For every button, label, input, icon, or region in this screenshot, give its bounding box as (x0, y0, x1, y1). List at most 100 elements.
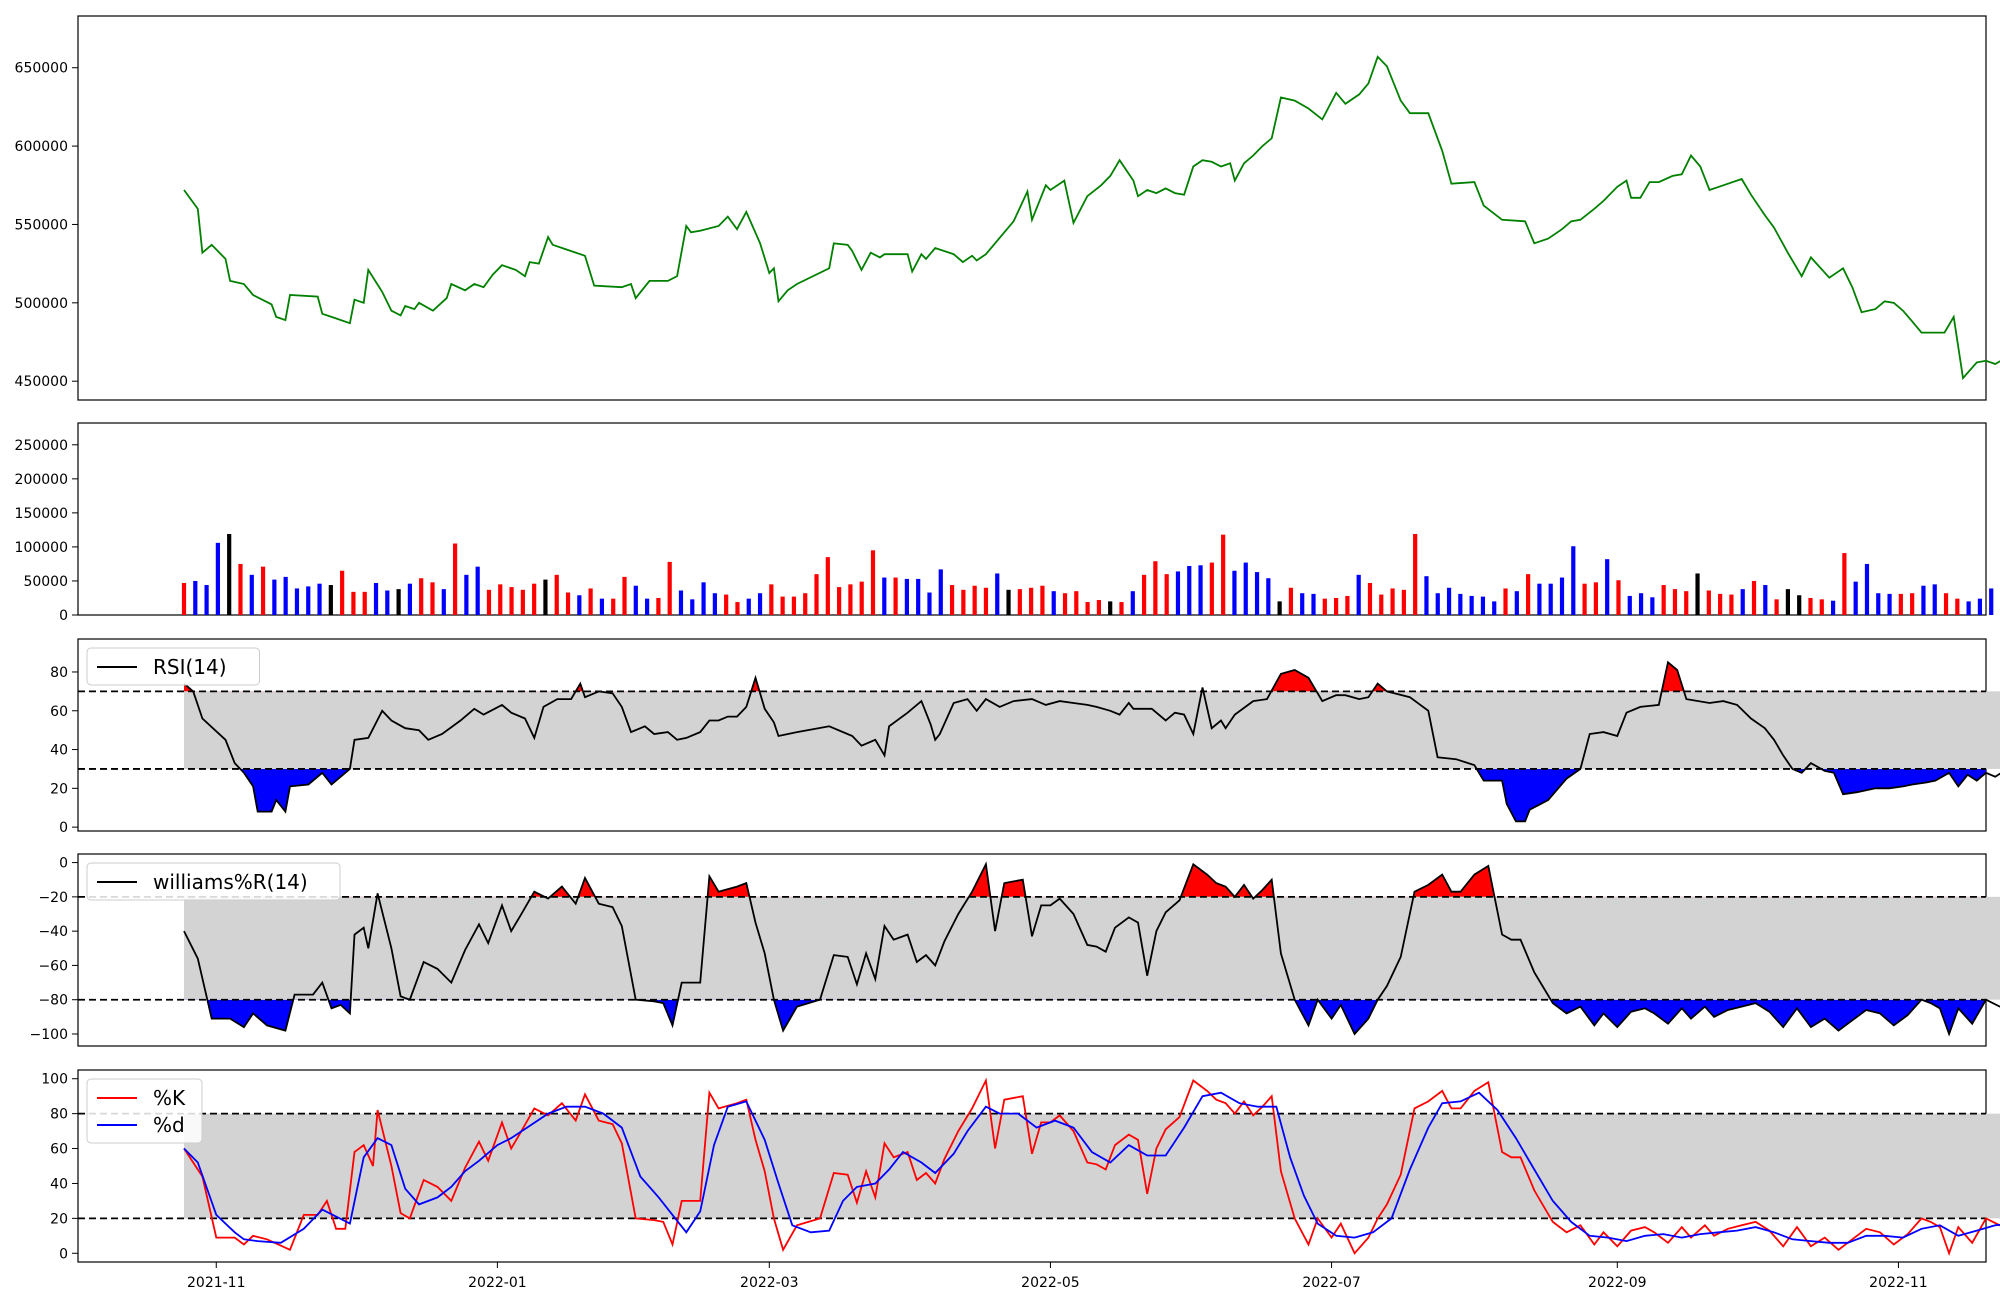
volume-bar (1605, 559, 1610, 615)
volume-bar (949, 585, 955, 615)
price-ytick-label: 550000 (15, 217, 68, 233)
volume-bar (780, 596, 785, 615)
volume-ytick-label: 50000 (23, 574, 68, 590)
volume-ytick-label: 250000 (15, 438, 68, 454)
volume-bar (1096, 600, 1102, 615)
stoch-ytick-label: 40 (50, 1176, 68, 1192)
volume-bar (351, 591, 356, 615)
volume-bar (724, 594, 729, 615)
price-ytick-label: 600000 (15, 139, 68, 155)
volume-bar (656, 597, 661, 615)
volume-bar (1356, 574, 1361, 615)
volume-bar (882, 577, 887, 615)
volume-bar (1819, 599, 1824, 615)
volume-bar (1593, 582, 1598, 615)
volume-bar (1458, 593, 1463, 615)
volume-bar (1582, 583, 1587, 615)
volume-bar (1006, 589, 1011, 615)
rsi-band (184, 691, 2000, 769)
volume-bar (520, 589, 525, 615)
volume-bar (1311, 593, 1316, 615)
volume-bar (419, 578, 424, 615)
volume-bar (791, 596, 797, 615)
volume-bar (362, 591, 367, 615)
x-tick-label: 2021-11 (187, 1275, 246, 1291)
williams-line (183, 861, 2000, 1037)
volume-frame (77, 422, 1987, 616)
volume-bar (283, 576, 288, 615)
volume-bar (260, 566, 266, 615)
volume-bar (1164, 574, 1169, 615)
volume-bar (1943, 593, 1949, 615)
volume-bar (1333, 597, 1339, 615)
rsi-ytick-label: 80 (50, 665, 68, 681)
volume-bar (1785, 589, 1791, 615)
volume-bar (1853, 581, 1858, 615)
volume-bar (1571, 546, 1576, 615)
volume-bar (701, 582, 706, 615)
volume-bar (509, 587, 514, 615)
volume-bar (1977, 598, 1983, 615)
volume-bar (848, 584, 853, 615)
rsi-legend-label: RSI(14) (153, 655, 227, 679)
volume-bar (938, 569, 943, 615)
volume-bar (204, 585, 209, 615)
volume-bar (1277, 601, 1282, 615)
stoch-band (184, 1113, 2000, 1219)
volume-bar (1492, 601, 1497, 615)
volume-ytick-label: 200000 (15, 472, 68, 488)
volume-bar (565, 592, 571, 615)
volume-bar (1085, 602, 1090, 615)
price-line (183, 55, 2000, 381)
volume-bar (1672, 589, 1678, 615)
williams-ytick-label: −80 (38, 993, 68, 1009)
volume-bar (1740, 589, 1745, 615)
volume-bar (1119, 602, 1124, 615)
volume-bar (690, 599, 695, 615)
rsi-ytick-label: 20 (50, 781, 68, 797)
price-frame (77, 15, 1987, 401)
volume-bar (1774, 599, 1779, 615)
stoch-ytick-label: 100 (41, 1072, 68, 1088)
volume-bar (622, 576, 627, 615)
volume-bar (735, 602, 740, 615)
volume-bar (1706, 590, 1711, 615)
volume-bar (757, 593, 763, 615)
x-tick-label: 2022-01 (468, 1275, 527, 1291)
volume-bar (599, 598, 605, 615)
volume-bar (1559, 577, 1565, 615)
rsi-oversold-fill (184, 768, 1986, 822)
volume-bar (893, 577, 898, 615)
volume-bar (667, 561, 672, 615)
volume-bar (1718, 593, 1723, 615)
volume-bar (983, 587, 989, 615)
volume-bar (407, 583, 413, 615)
volume-bar (1627, 595, 1632, 615)
volume-bar (452, 543, 458, 615)
volume-bar (486, 589, 492, 615)
price-ytick-label: 450000 (15, 374, 68, 390)
volume-bar (1221, 534, 1226, 615)
volume-bar (1661, 585, 1666, 615)
volume-bar (1842, 553, 1847, 615)
volume-bar (430, 582, 435, 615)
volume-bar (306, 586, 311, 615)
volume-bar (1062, 593, 1068, 615)
williams-legend-label: williams%R(14) (153, 870, 308, 894)
volume-panel: 0 50000 100000 150000 200000 250000 (15, 422, 1994, 624)
stoch-ytick-label: 60 (50, 1142, 68, 1158)
volume-bar (1446, 587, 1452, 615)
volume-bar (1650, 597, 1655, 615)
x-tick-label: 2022-07 (1302, 1275, 1361, 1291)
shared-date-axis: 2021-11 2022-01 2022-03 2022-05 2022-07 2022-… (187, 1262, 1928, 1291)
volume-bar (1695, 573, 1700, 615)
volume-ytick-label: 0 (59, 608, 68, 624)
volume-bar (1751, 580, 1757, 615)
volume-bar (1367, 583, 1373, 615)
volume-bar (1254, 572, 1260, 615)
volume-bar (611, 598, 616, 615)
volume-bar (1424, 576, 1429, 615)
volume-bar (1480, 596, 1486, 615)
williams-ytick-label: 0 (59, 856, 68, 872)
